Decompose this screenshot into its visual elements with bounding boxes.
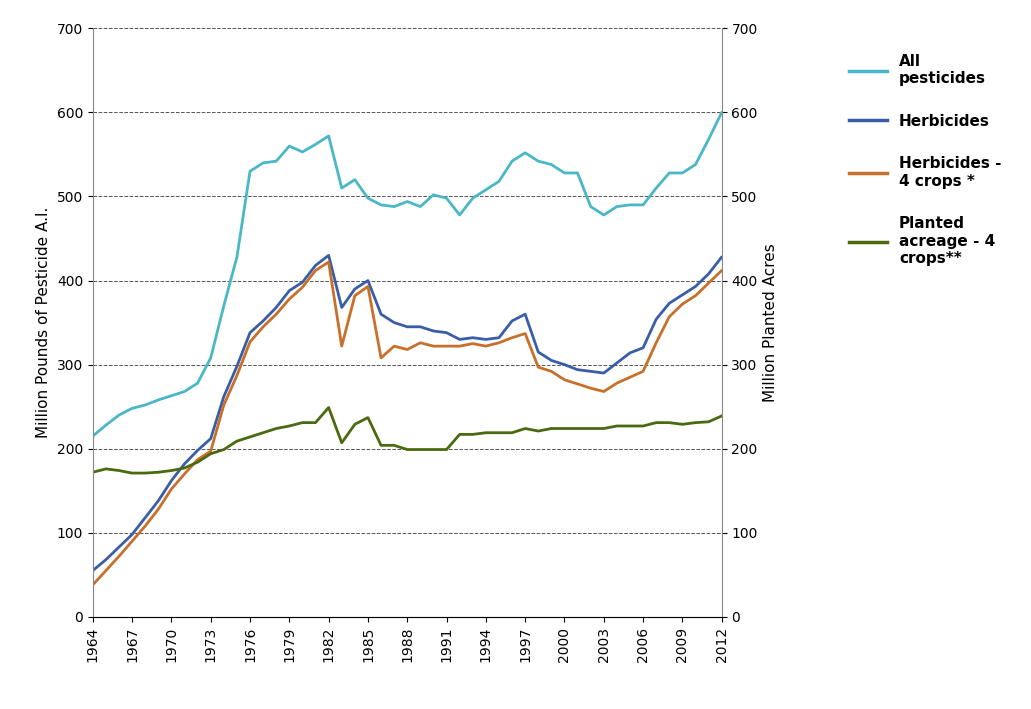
Legend: All
pesticides, Herbicides, Herbicides -
4 crops *, Planted
acreage - 4
crops**: All pesticides, Herbicides, Herbicides -… bbox=[842, 48, 1007, 272]
Y-axis label: Million Pounds of Pesticide A.I.: Million Pounds of Pesticide A.I. bbox=[36, 207, 52, 438]
Y-axis label: Million Planted Acres: Million Planted Acres bbox=[763, 243, 778, 402]
